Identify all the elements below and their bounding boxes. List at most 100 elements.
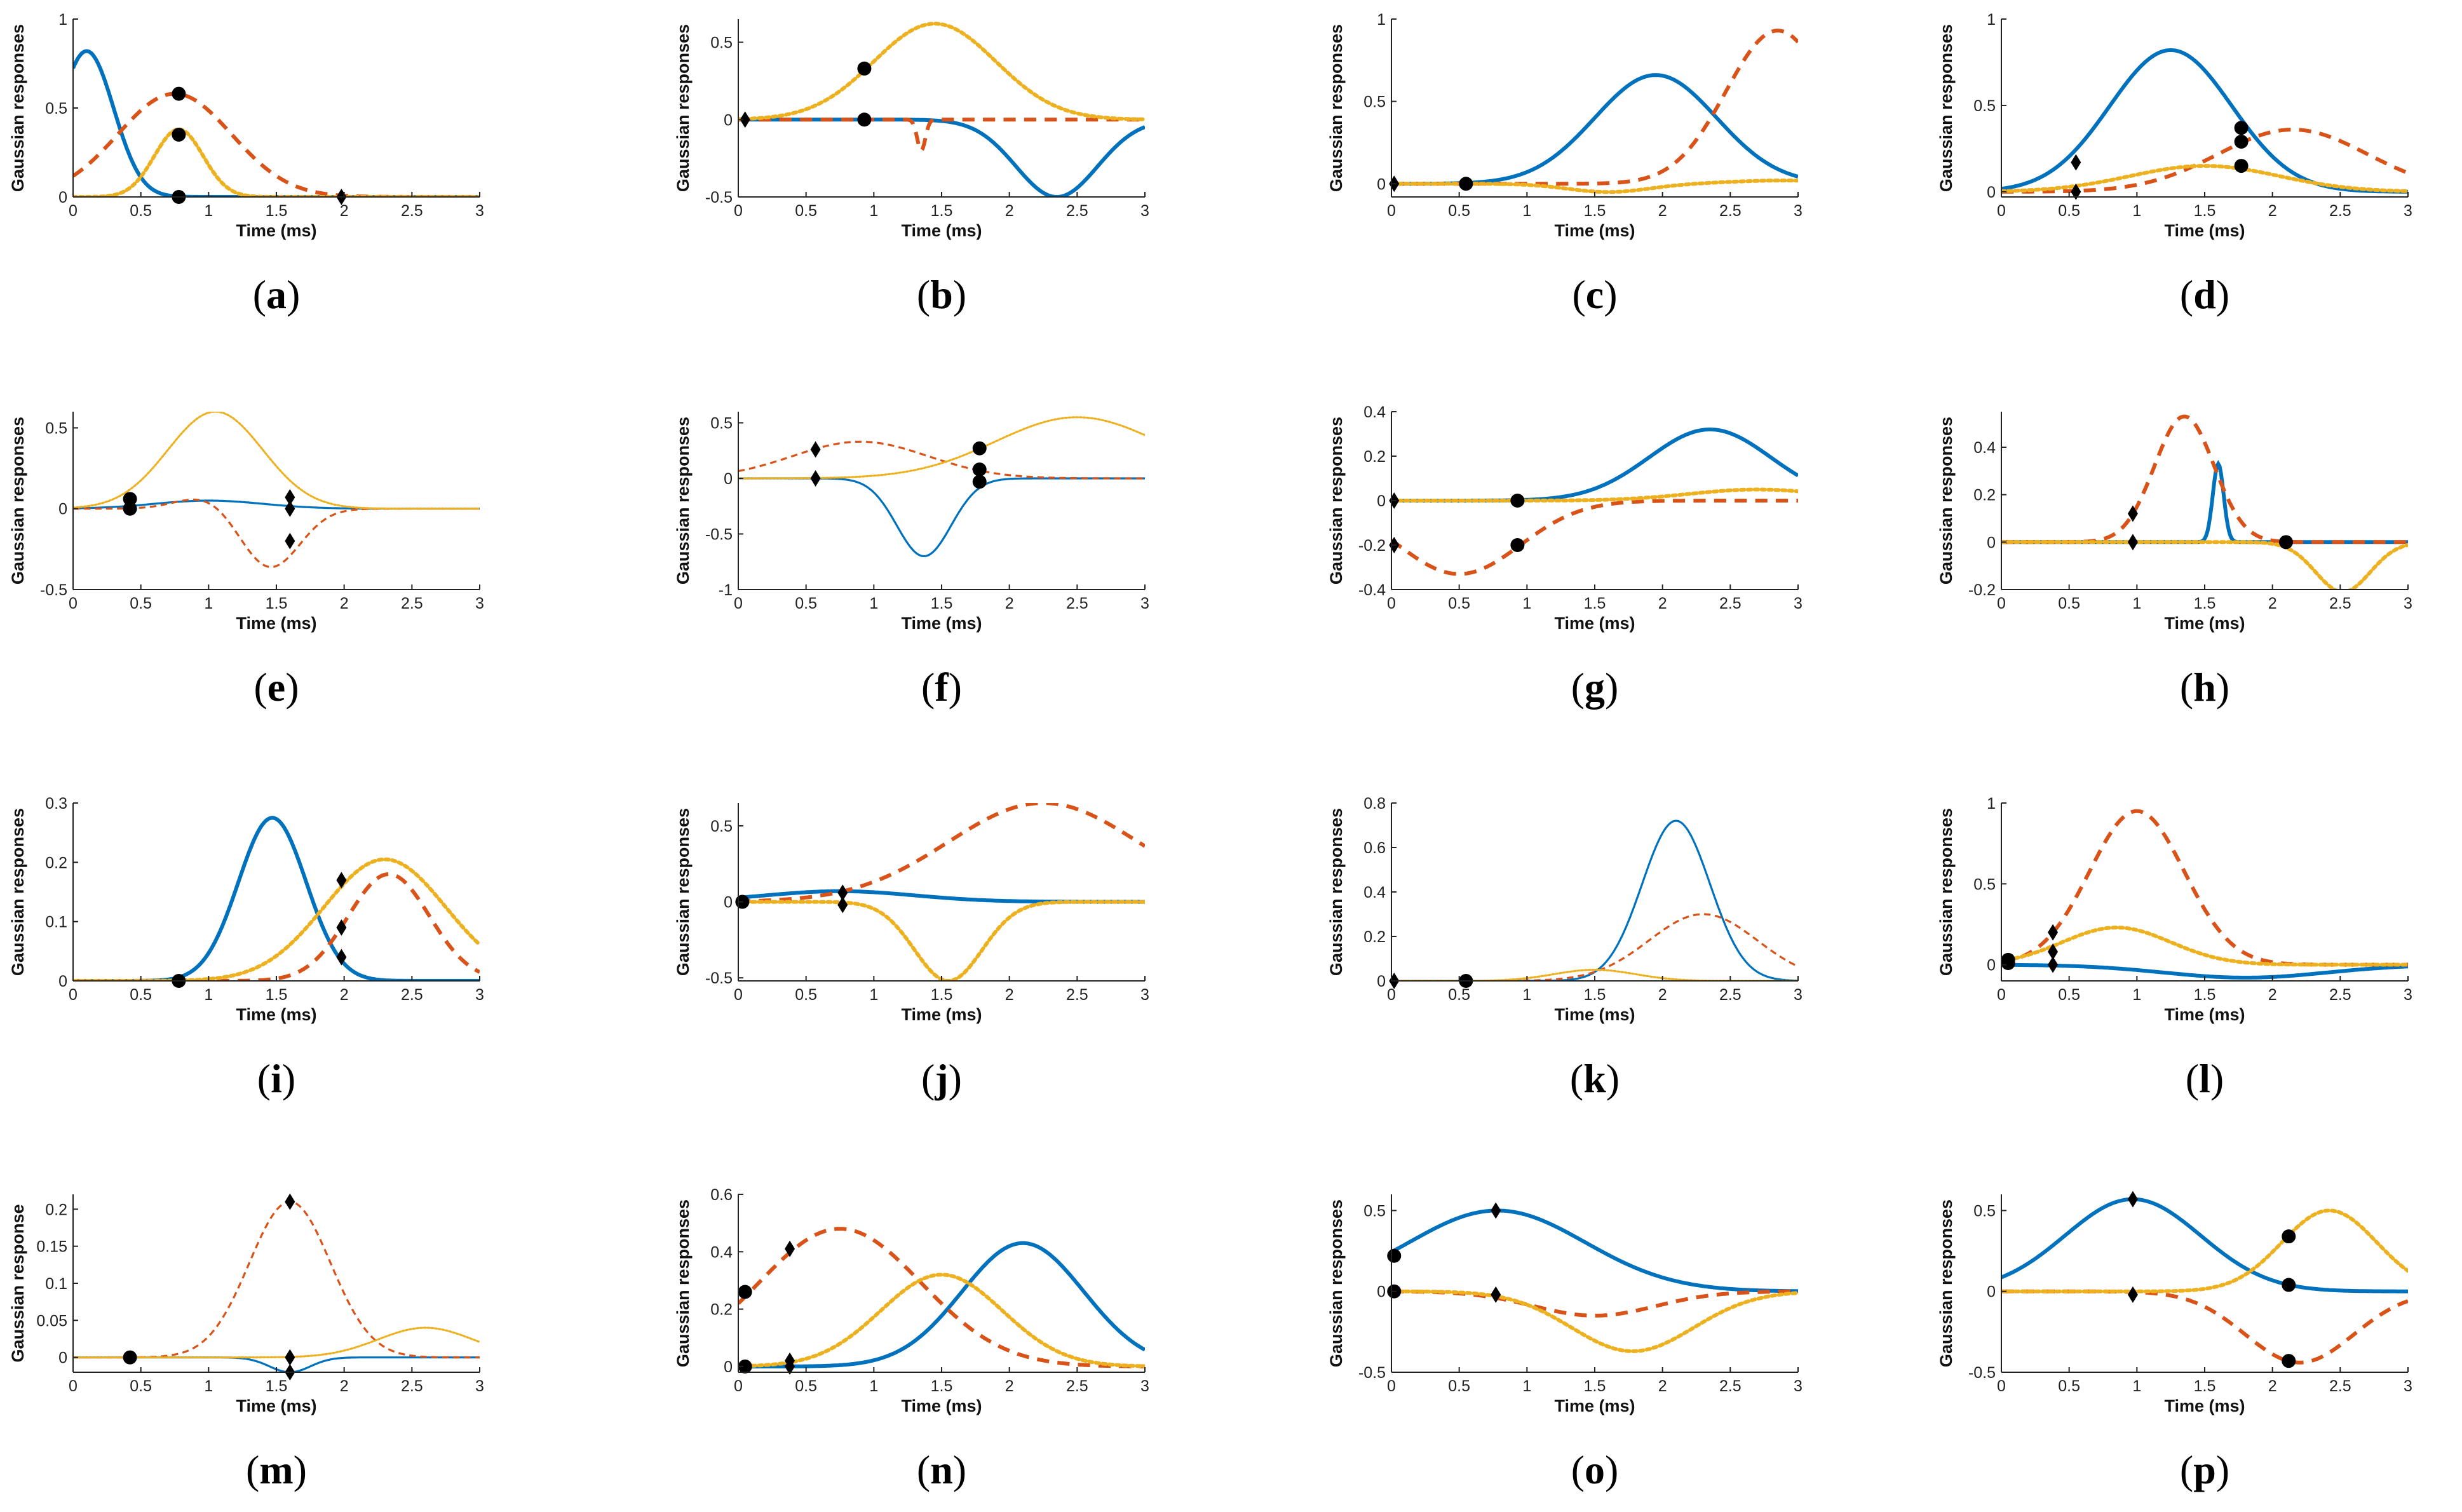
y-tick-label: 0.2 bbox=[1363, 928, 1386, 946]
panel-caption: (o) bbox=[1571, 1447, 1619, 1492]
x-axis-label: Time (ms) bbox=[901, 221, 982, 240]
y-tick-label: 0.4 bbox=[1973, 439, 1996, 457]
x-tick-label: 2 bbox=[1005, 202, 1014, 220]
y-tick-label: 0 bbox=[1987, 184, 1996, 201]
caption-open-paren: ( bbox=[1570, 1056, 1583, 1101]
series-blue-line bbox=[738, 477, 1145, 558]
series-yellow-line bbox=[1391, 1289, 1798, 1353]
x-tick-label: 3 bbox=[1794, 595, 1803, 612]
series-orange-line bbox=[2001, 809, 2408, 967]
x-tick-label: 1.5 bbox=[931, 1377, 953, 1395]
y-axis-label: Gaussian responses bbox=[1937, 1199, 1956, 1367]
x-tick-label: 1 bbox=[204, 595, 213, 612]
x-tick-label: 0 bbox=[734, 986, 743, 1004]
y-tick-label: 0.5 bbox=[45, 100, 67, 118]
series-orange-line bbox=[1391, 499, 1798, 576]
panel-caption: (j) bbox=[921, 1056, 962, 1101]
x-tick-label: 2 bbox=[340, 202, 349, 220]
y-tick-label: 0 bbox=[1987, 534, 1996, 551]
x-tick-label: 2.5 bbox=[2329, 1377, 2351, 1395]
x-tick-label: 0.5 bbox=[795, 202, 817, 220]
x-tick-label: 2.5 bbox=[401, 202, 423, 220]
caption-letter: i bbox=[271, 1056, 282, 1101]
y-axis-label: Gaussian responses bbox=[8, 24, 27, 192]
x-tick-label: 2.5 bbox=[1719, 595, 1742, 612]
x-tick-label: 1.5 bbox=[2194, 595, 2216, 612]
caption-open-paren: ( bbox=[917, 1447, 930, 1492]
x-tick-label: 0 bbox=[1387, 1377, 1396, 1395]
caption-open-paren: ( bbox=[2180, 272, 2193, 317]
x-tick-label: 2 bbox=[1658, 595, 1667, 612]
y-tick-label: 0.1 bbox=[45, 1275, 67, 1293]
x-tick-label: 1 bbox=[2132, 202, 2141, 220]
x-tick-label: 1 bbox=[204, 1377, 213, 1395]
x-tick-label: 2.5 bbox=[401, 595, 423, 612]
series-blue-line bbox=[738, 1241, 1145, 1368]
y-tick-label: -0.5 bbox=[1968, 1364, 1996, 1382]
y-tick-label: -0.5 bbox=[40, 581, 67, 599]
x-tick-label: 3 bbox=[1140, 986, 1149, 1004]
series-blue-line bbox=[2001, 48, 2408, 194]
y-tick-label: 0 bbox=[724, 894, 733, 912]
diamond-marker bbox=[2127, 1191, 2138, 1208]
x-tick-label: 3 bbox=[475, 595, 484, 612]
caption-close-paren: ) bbox=[949, 665, 962, 710]
series-orange-line bbox=[2001, 128, 2408, 194]
y-tick-label: 0.5 bbox=[1973, 1202, 1996, 1220]
x-tick-label: 2.5 bbox=[401, 1377, 423, 1395]
caption-open-paren: ( bbox=[254, 665, 267, 710]
x-tick-label: 3 bbox=[1140, 202, 1149, 220]
y-tick-label: -0.5 bbox=[1358, 1364, 1386, 1382]
caption-letter: d bbox=[2193, 272, 2216, 317]
caption-letter: h bbox=[2193, 665, 2216, 710]
series-orange-line bbox=[1391, 913, 1798, 981]
caption-close-paren: ) bbox=[2216, 1447, 2229, 1492]
circle-marker bbox=[972, 475, 987, 489]
x-tick-label: 2.5 bbox=[2329, 595, 2351, 612]
circle-marker bbox=[2234, 121, 2249, 135]
x-tick-label: 0 bbox=[734, 202, 743, 220]
y-tick-label: -0.5 bbox=[705, 189, 733, 206]
panel-caption: (a) bbox=[253, 272, 301, 317]
caption-open-paren: ( bbox=[921, 1056, 935, 1101]
x-tick-label: 2.5 bbox=[1066, 595, 1088, 612]
x-tick-label: 2.5 bbox=[1719, 1377, 1742, 1395]
caption-close-paren: ) bbox=[953, 272, 966, 317]
caption-open-paren: ( bbox=[1571, 665, 1585, 710]
series-blue-line bbox=[1391, 73, 1798, 186]
x-tick-label: 0 bbox=[69, 202, 78, 220]
x-tick-label: 1 bbox=[2132, 986, 2141, 1004]
x-tick-label: 0.5 bbox=[795, 1377, 817, 1395]
x-tick-label: 0 bbox=[1387, 202, 1396, 220]
circle-marker bbox=[1387, 1248, 1402, 1263]
y-axis-label: Gaussian responses bbox=[1327, 417, 1346, 584]
series-orange-line bbox=[1391, 1289, 1798, 1318]
x-tick-label: 0 bbox=[734, 595, 743, 612]
x-tick-label: 1 bbox=[869, 1377, 878, 1395]
caption-close-paren: ) bbox=[287, 272, 300, 317]
panel-caption: (p) bbox=[2180, 1447, 2229, 1492]
series-orange-line bbox=[738, 1227, 1145, 1368]
y-axis-label: Gaussian responses bbox=[1327, 24, 1346, 192]
y-tick-label: 0.2 bbox=[45, 1201, 67, 1218]
x-axis-label: Time (ms) bbox=[1554, 1396, 1635, 1415]
series-yellow-line bbox=[73, 857, 480, 981]
y-tick-label: 0 bbox=[724, 1358, 733, 1376]
circle-marker bbox=[2282, 1278, 2296, 1292]
x-tick-label: 2.5 bbox=[401, 986, 423, 1004]
y-axis-label: Gaussian responses bbox=[1937, 808, 1956, 976]
caption-letter: b bbox=[930, 272, 953, 317]
circle-marker bbox=[172, 128, 186, 142]
panel-caption: (d) bbox=[2180, 272, 2229, 317]
y-tick-label: 0.5 bbox=[710, 34, 733, 52]
x-tick-label: 2 bbox=[340, 595, 349, 612]
panel-f: 0 0.5 1 1.5 2 2.5 3 -1 -0.5 0 0.5 Time (ms) Gaussian… bbox=[673, 412, 1149, 710]
caption-open-paren: ( bbox=[2186, 1056, 2199, 1101]
x-axis-label: Time (ms) bbox=[236, 1396, 316, 1415]
x-tick-label: 1 bbox=[204, 986, 213, 1004]
y-tick-label: 0.5 bbox=[1363, 93, 1386, 111]
y-axis-label: Gaussian responses bbox=[1937, 417, 1956, 584]
caption-letter: c bbox=[1586, 272, 1604, 317]
